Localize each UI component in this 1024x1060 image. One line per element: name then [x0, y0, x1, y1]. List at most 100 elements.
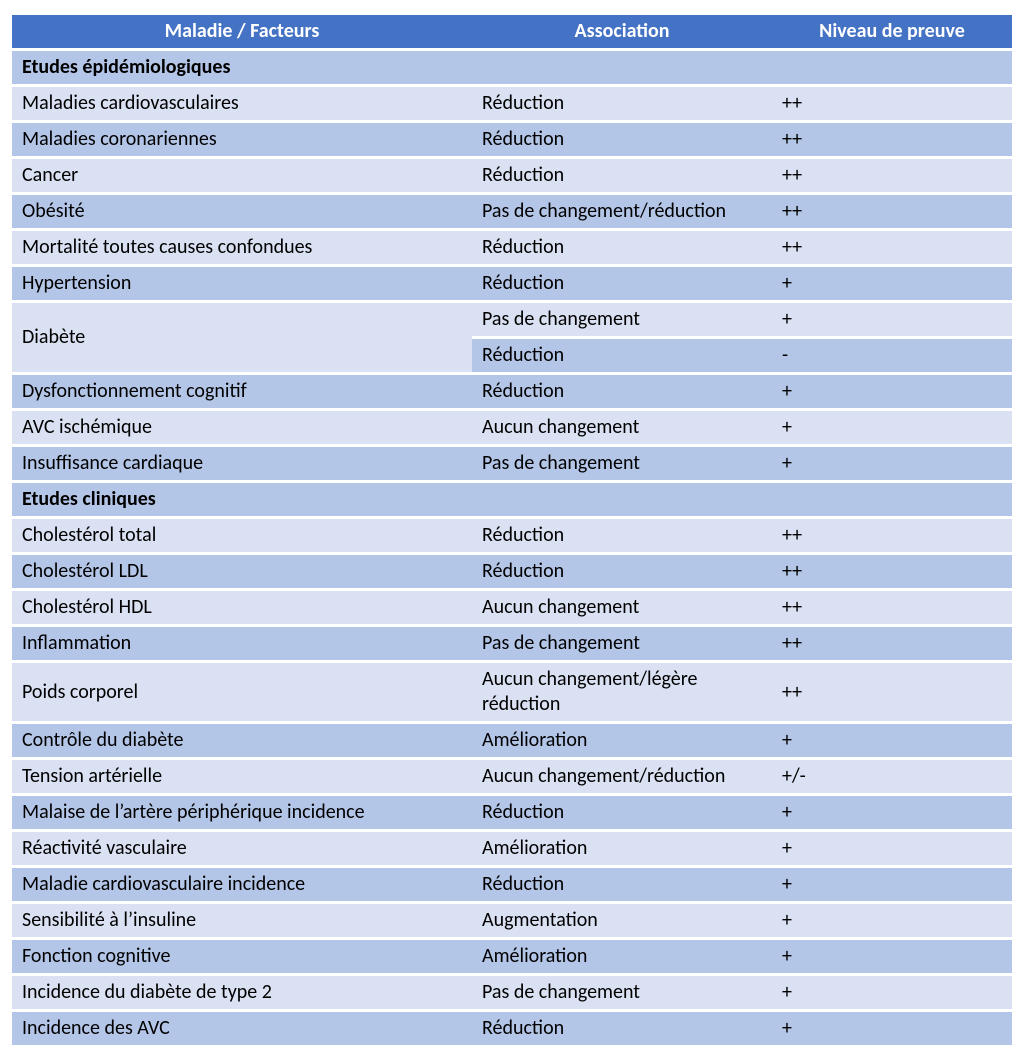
table-row: HypertensionRéduction+: [12, 267, 1012, 300]
table-row: Cholestérol totalRéduction++: [12, 519, 1012, 552]
cell-preuve: +: [772, 832, 1012, 865]
cell-association: Réduction: [472, 1012, 772, 1045]
table-row: ObésitéPas de changement/réduction++: [12, 195, 1012, 228]
cell-maladie: Réactivité vasculaire: [12, 832, 472, 865]
cell-preuve: +: [772, 1012, 1012, 1045]
cell-preuve: ++: [772, 159, 1012, 192]
cell-maladie: AVC ischémique: [12, 411, 472, 444]
cell-preuve: ++: [772, 663, 1012, 721]
cell-association: Pas de changement: [472, 447, 772, 480]
table-row: Sensibilité à l’insulineAugmentation+: [12, 904, 1012, 937]
table-row: Maladies coronariennesRéduction++: [12, 123, 1012, 156]
section-title: Etudes cliniques: [12, 483, 1012, 516]
table-row: Réactivité vasculaireAmélioration+: [12, 832, 1012, 865]
table-row: Incidence du diabète de type 2Pas de cha…: [12, 976, 1012, 1009]
cell-maladie: Maladies coronariennes: [12, 123, 472, 156]
cell-association: Réduction: [472, 267, 772, 300]
cell-association: Réduction: [472, 339, 772, 372]
evidence-table: Maladie / FacteursAssociationNiveau de p…: [12, 12, 1012, 1048]
cell-preuve: ++: [772, 231, 1012, 264]
table-row: DiabètePas de changement+: [12, 303, 1012, 336]
table-row: Incidence des AVCRéduction+: [12, 1012, 1012, 1045]
cell-association: Réduction: [472, 519, 772, 552]
cell-association: Réduction: [472, 231, 772, 264]
cell-association: Amélioration: [472, 940, 772, 973]
cell-maladie: Maladie cardiovasculaire incidence: [12, 868, 472, 901]
table-row: Malaise de l’artère périphérique inciden…: [12, 796, 1012, 829]
cell-preuve: ++: [772, 591, 1012, 624]
cell-preuve: ++: [772, 87, 1012, 120]
cell-maladie: Cholestérol HDL: [12, 591, 472, 624]
cell-maladie: Tension artérielle: [12, 760, 472, 793]
table-row: AVC ischémiqueAucun changement+: [12, 411, 1012, 444]
table-row: Cholestérol HDLAucun changement++: [12, 591, 1012, 624]
cell-preuve: +: [772, 976, 1012, 1009]
cell-preuve: +: [772, 868, 1012, 901]
cell-preuve: ++: [772, 627, 1012, 660]
cell-maladie: Hypertension: [12, 267, 472, 300]
cell-maladie: Poids corporel: [12, 663, 472, 721]
table-row: Cholestérol LDLRéduction++: [12, 555, 1012, 588]
cell-association: Réduction: [472, 159, 772, 192]
cell-maladie: Malaise de l’artère périphérique inciden…: [12, 796, 472, 829]
table-row: Tension artérielleAucun changement/réduc…: [12, 760, 1012, 793]
cell-association: Réduction: [472, 868, 772, 901]
cell-association: Réduction: [472, 123, 772, 156]
table-row: Dysfonctionnement cognitifRéduction+: [12, 375, 1012, 408]
cell-maladie: Contrôle du diabète: [12, 724, 472, 757]
table-row: Maladies cardiovasculairesRéduction++: [12, 87, 1012, 120]
cell-maladie: Dysfonctionnement cognitif: [12, 375, 472, 408]
cell-preuve: ++: [772, 195, 1012, 228]
section-title: Etudes épidémiologiques: [12, 51, 1012, 84]
cell-association: Pas de changement: [472, 303, 772, 336]
cell-preuve: +: [772, 303, 1012, 336]
table-row: CancerRéduction++: [12, 159, 1012, 192]
cell-association: Aucun changement: [472, 591, 772, 624]
cell-association: Réduction: [472, 555, 772, 588]
cell-maladie: Incidence des AVC: [12, 1012, 472, 1045]
cell-association: Amélioration: [472, 724, 772, 757]
cell-association: Pas de changement: [472, 976, 772, 1009]
cell-maladie: Obésité: [12, 195, 472, 228]
cell-association: Pas de changement: [472, 627, 772, 660]
cell-preuve: +: [772, 411, 1012, 444]
cell-maladie: Mortalité toutes causes confondues: [12, 231, 472, 264]
table-row: Maladie cardiovasculaire incidenceRéduct…: [12, 868, 1012, 901]
table-row: Poids corporelAucun changement/légère ré…: [12, 663, 1012, 721]
cell-preuve: +: [772, 447, 1012, 480]
table-row: Fonction cognitiveAmélioration+: [12, 940, 1012, 973]
cell-association: Aucun changement/légère réduction: [472, 663, 772, 721]
cell-association: Augmentation: [472, 904, 772, 937]
cell-maladie: Fonction cognitive: [12, 940, 472, 973]
col-header-maladie: Maladie / Facteurs: [12, 15, 472, 48]
table-header-row: Maladie / FacteursAssociationNiveau de p…: [12, 15, 1012, 48]
cell-maladie: Sensibilité à l’insuline: [12, 904, 472, 937]
cell-maladie: Maladies cardiovasculaires: [12, 87, 472, 120]
cell-preuve: -: [772, 339, 1012, 372]
cell-preuve: ++: [772, 123, 1012, 156]
cell-preuve: +: [772, 904, 1012, 937]
cell-preuve: +: [772, 940, 1012, 973]
col-header-association: Association: [472, 15, 772, 48]
table-row: InflammationPas de changement++: [12, 627, 1012, 660]
cell-maladie: Cancer: [12, 159, 472, 192]
col-header-preuve: Niveau de preuve: [772, 15, 1012, 48]
cell-maladie: Inflammation: [12, 627, 472, 660]
cell-preuve: +: [772, 724, 1012, 757]
cell-maladie: Incidence du diabète de type 2: [12, 976, 472, 1009]
cell-preuve: ++: [772, 555, 1012, 588]
section-row: Etudes épidémiologiques: [12, 51, 1012, 84]
cell-association: Aucun changement: [472, 411, 772, 444]
cell-maladie: Diabète: [12, 303, 472, 372]
cell-maladie: Insuffisance cardiaque: [12, 447, 472, 480]
table-row: Mortalité toutes causes confonduesRéduct…: [12, 231, 1012, 264]
cell-preuve: +/-: [772, 760, 1012, 793]
table-row: Contrôle du diabèteAmélioration+: [12, 724, 1012, 757]
table-row: Insuffisance cardiaquePas de changement+: [12, 447, 1012, 480]
cell-preuve: +: [772, 267, 1012, 300]
cell-preuve: ++: [772, 519, 1012, 552]
cell-association: Amélioration: [472, 832, 772, 865]
cell-preuve: +: [772, 796, 1012, 829]
cell-association: Réduction: [472, 87, 772, 120]
cell-association: Réduction: [472, 796, 772, 829]
